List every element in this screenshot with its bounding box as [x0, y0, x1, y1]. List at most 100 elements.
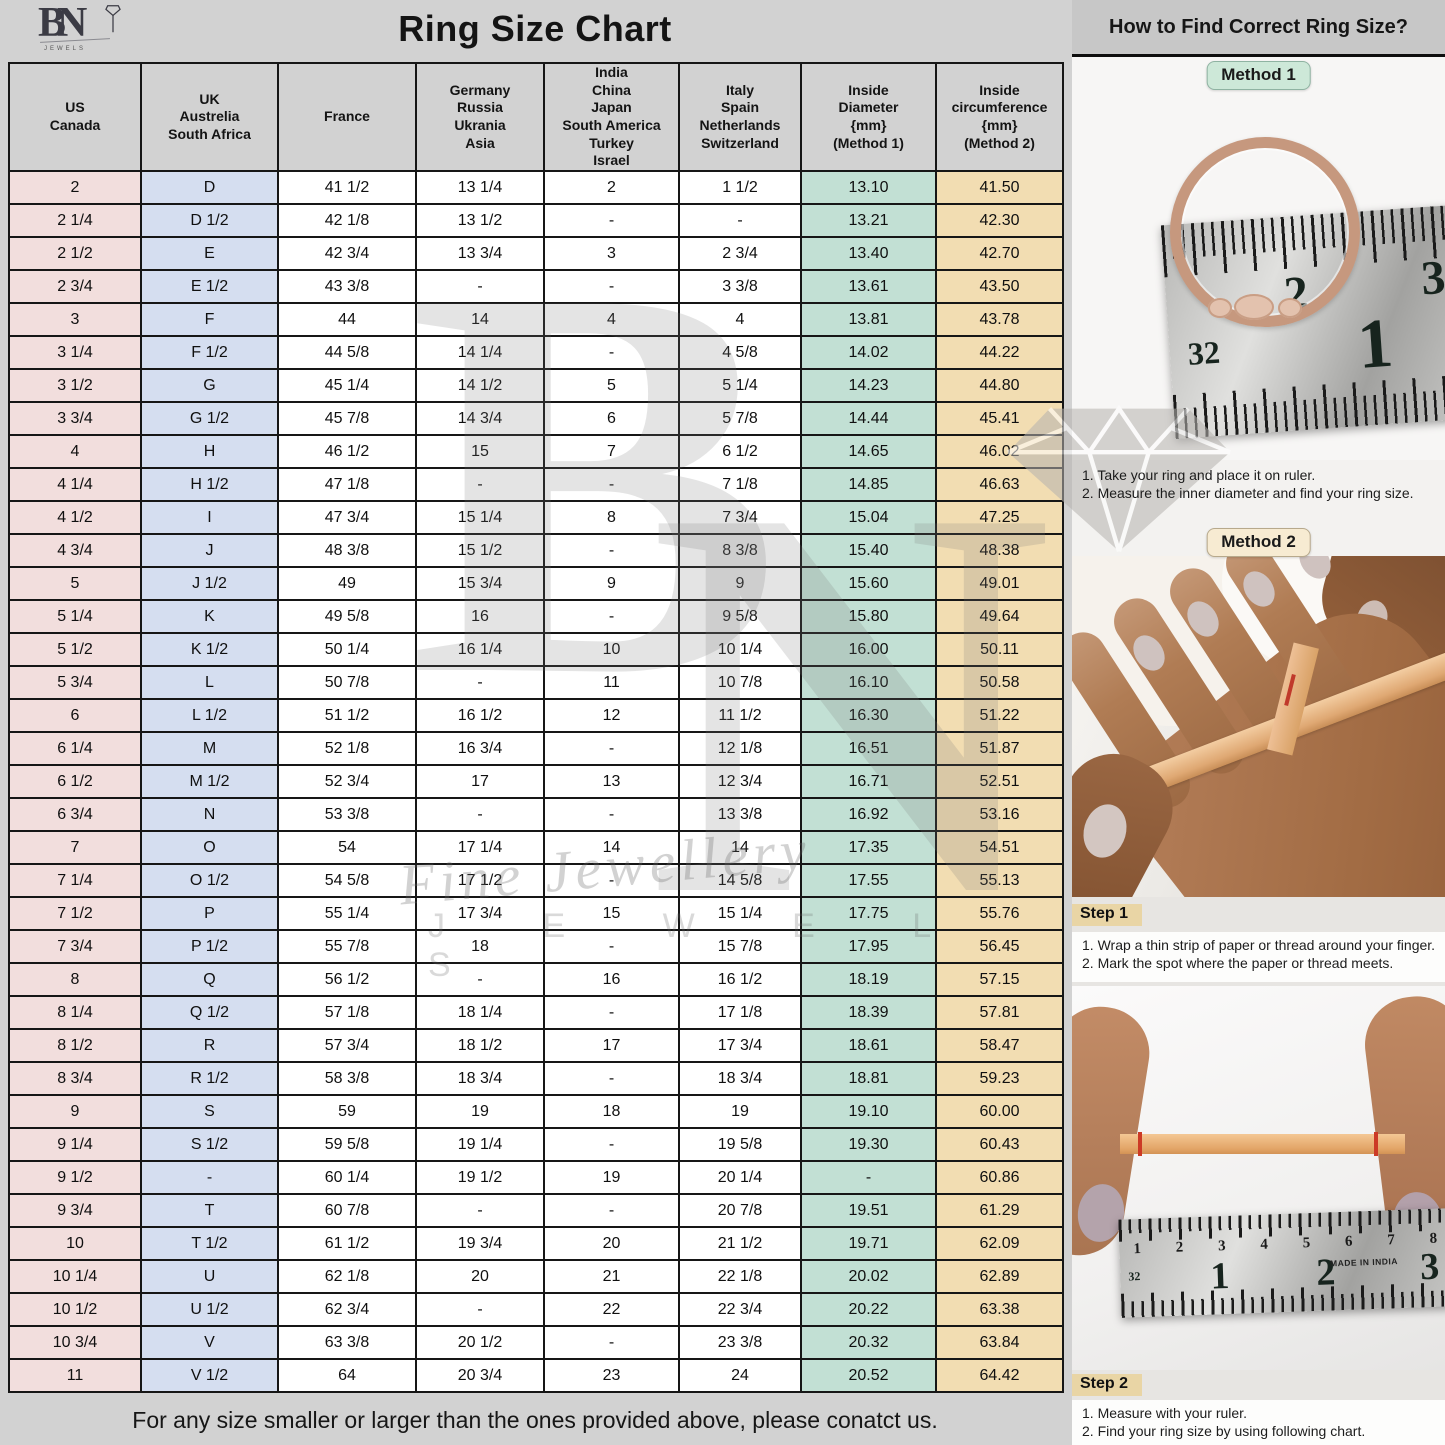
table-cell: 47 3/4 [277, 500, 417, 535]
table-cell: 60 7/8 [277, 1193, 417, 1228]
table-cell: 9 [8, 1094, 142, 1129]
table-cell: 64.42 [935, 1358, 1064, 1393]
table-cell: 5 1/4 [8, 599, 142, 634]
table-cell: 51 1/2 [277, 698, 417, 733]
table-cell: - [415, 1292, 545, 1327]
table-cell: 18 3/4 [415, 1061, 545, 1096]
table-cell: 9 1/2 [8, 1160, 142, 1195]
table-cell: Q 1/2 [140, 995, 279, 1030]
table-cell: I [140, 500, 279, 535]
table-cell: D 1/2 [140, 203, 279, 238]
table-cell: 12 [543, 698, 680, 733]
table-cell: 15.60 [800, 566, 937, 601]
table-row: 3 1/2 G 45 1/4 14 1/2 5 5 1/4 14.23 44.80 [8, 368, 1064, 403]
table-cell: 15 1/4 [415, 500, 545, 535]
table-cell: 13 3/8 [678, 797, 802, 832]
table-cell: 59 5/8 [277, 1127, 417, 1162]
table-cell: P [140, 896, 279, 931]
table-cell: - [543, 1061, 680, 1096]
table-cell: 13.40 [800, 236, 937, 271]
table-cell: 13.61 [800, 269, 937, 304]
table-row: 8 1/4 Q 1/2 57 1/8 18 1/4-17 1/8 18.39 57.81 [8, 995, 1064, 1030]
table-cell: 62 1/8 [277, 1259, 417, 1294]
table-cell: 47 1/8 [277, 467, 417, 502]
table-cell: - [800, 1160, 937, 1195]
table-cell: 5 [543, 368, 680, 403]
ruler-number: 32 [1186, 333, 1222, 372]
table-cell: J 1/2 [140, 566, 279, 601]
table-cell: 19.51 [800, 1193, 937, 1228]
table-cell: 10 3/4 [8, 1325, 142, 1360]
table-cell: 18.19 [800, 962, 937, 997]
table-cell: - [415, 1193, 545, 1228]
table-cell: M [140, 731, 279, 766]
table-cell: 8 3/8 [678, 533, 802, 568]
table-cell: 9 [678, 566, 802, 601]
table-cell: - [543, 929, 680, 964]
table-cell: - [543, 1325, 680, 1360]
table-cell: 23 [543, 1358, 680, 1393]
table-cell: 42.30 [935, 203, 1064, 238]
table-cell: 63.38 [935, 1292, 1064, 1327]
table-cell: 4 3/4 [8, 533, 142, 568]
table-cell: 8 1/2 [8, 1028, 142, 1063]
table-cell: 15 7/8 [678, 929, 802, 964]
table-cell: 15 1/4 [678, 896, 802, 931]
table-cell: 20 1/2 [415, 1325, 545, 1360]
table-cell: 14 [678, 830, 802, 865]
table-row: 6 3/4 N 53 3/8- -13 3/8 16.92 53.16 [8, 797, 1064, 832]
table-cell: 2 3/4 [8, 269, 142, 304]
table-cell: U 1/2 [140, 1292, 279, 1327]
table-cell: 59.23 [935, 1061, 1064, 1096]
table-cell: 42.70 [935, 236, 1064, 271]
table-cell: 14.44 [800, 401, 937, 436]
table-cell: 62.89 [935, 1259, 1064, 1294]
table-cell: 6 1/4 [8, 731, 142, 766]
table-cell: 19.30 [800, 1127, 937, 1162]
table-cell: 18.81 [800, 1061, 937, 1096]
table-cell: 22 [543, 1292, 680, 1327]
table-row: 4 3/4 J 48 3/8 15 1/2-8 3/8 15.40 48.38 [8, 533, 1064, 568]
table-row: 7 1/4 O 1/2 54 5/8 17 1/2-14 5/8 17.55 55.13 [8, 863, 1064, 898]
table-cell: 13 1/2 [415, 203, 545, 238]
table-cell: 41 1/2 [277, 170, 417, 205]
table-cell: 44 5/8 [277, 335, 417, 370]
table-cell: - [543, 599, 680, 634]
table-row: 2 D 41 1/2 13 1/4 2 1 1/2 13.10 41.50 [8, 170, 1064, 205]
method1-badge: Method 1 [1206, 61, 1311, 90]
table-cell: 2 [8, 170, 142, 205]
table-row: 11 V 1/2 64 20 3/4 23 24 20.52 64.42 [8, 1358, 1064, 1393]
instruction-line: 1. Wrap a thin strip of paper or thread … [1082, 937, 1436, 953]
step2-label: Step 2 [1072, 1374, 1143, 1396]
table-cell: H [140, 434, 279, 469]
table-cell: K 1/2 [140, 632, 279, 667]
table-cell: - [678, 203, 802, 238]
table-cell: 50.58 [935, 665, 1064, 700]
table-row: 4 H 46 1/2 15 7 6 1/2 14.65 46.02 [8, 434, 1064, 469]
table-cell: 16.10 [800, 665, 937, 700]
table-row: 9 1/4 S 1/2 59 5/8 19 1/4-19 5/8 19.30 60.43 [8, 1127, 1064, 1162]
table-cell: 16.92 [800, 797, 937, 832]
table-row: 7 1/2 P 55 1/4 17 3/4 15 15 1/4 17.75 55.76 [8, 896, 1064, 931]
table-cell: E 1/2 [140, 269, 279, 304]
table-cell: L 1/2 [140, 698, 279, 733]
table-cell: 61.29 [935, 1193, 1064, 1228]
table-cell: 9 3/4 [8, 1193, 142, 1228]
table-cell: 18 3/4 [678, 1061, 802, 1096]
brand-logo: BN JEWELS [38, 2, 148, 62]
table-row: 4 1/4 H 1/2 47 1/8- -7 1/8 14.85 46.63 [8, 467, 1064, 502]
table-cell: 55.76 [935, 896, 1064, 931]
table-row: 2 1/4 D 1/2 42 1/8 13 1/2- -13.21 42.30 [8, 203, 1064, 238]
ruler-image: 1 2 3 4 5 6 7 8 1 2 3 32 MADE IN INDIA [1118, 1208, 1445, 1318]
table-row: 4 1/2 I 47 3/4 15 1/4 8 7 3/4 15.04 47.25 [8, 500, 1064, 535]
table-cell: 14 1/4 [415, 335, 545, 370]
table-cell: 48.38 [935, 533, 1064, 568]
table-cell: 44 [277, 302, 417, 337]
table-cell: 41.50 [935, 170, 1064, 205]
table-cell: Q [140, 962, 279, 997]
table-cell: 14 1/2 [415, 368, 545, 403]
table-cell: 52 1/8 [277, 731, 417, 766]
table-cell: 43.50 [935, 269, 1064, 304]
table-cell: 19 1/2 [415, 1160, 545, 1195]
table-cell: 58.47 [935, 1028, 1064, 1063]
